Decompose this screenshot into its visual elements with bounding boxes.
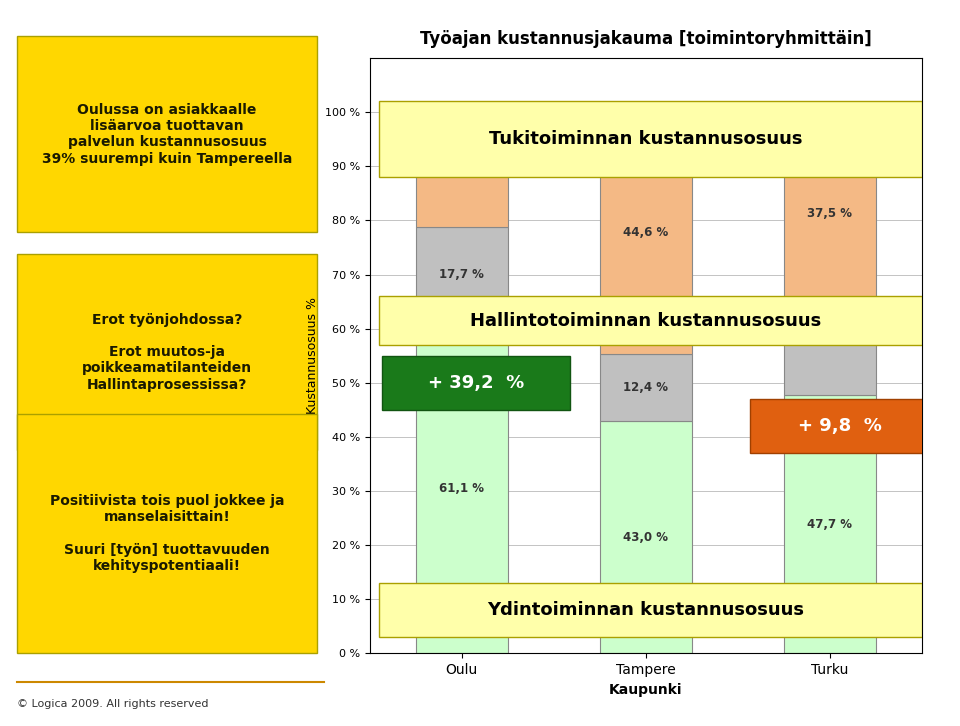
Text: 44,6 %: 44,6 % bbox=[623, 227, 668, 240]
Text: Ydintoiminnan kustannusosuus: Ydintoiminnan kustannusosuus bbox=[487, 601, 804, 619]
Text: Positiivista tois puol jokkee ja
manselaisittain!

Suuri [työn] tuottavuuden
keh: Positiivista tois puol jokkee ja mansela… bbox=[50, 494, 284, 573]
FancyBboxPatch shape bbox=[379, 102, 922, 177]
FancyBboxPatch shape bbox=[17, 254, 317, 450]
Text: 61,1 %: 61,1 % bbox=[439, 481, 484, 494]
Bar bbox=[783, 395, 876, 653]
FancyBboxPatch shape bbox=[17, 414, 317, 653]
Y-axis label: Kustannusosuus %: Kustannusosuus % bbox=[306, 297, 319, 415]
Text: Oulussa on asiakkaalle
lisäarvoa tuottavan
palvelun kustannusosuus
39% suurempi : Oulussa on asiakkaalle lisäarvoa tuottav… bbox=[42, 103, 292, 166]
Bar bbox=[600, 113, 691, 354]
Text: Hallintotoiminnan kustannusosuus: Hallintotoiminnan kustannusosuus bbox=[470, 311, 821, 330]
Bar bbox=[416, 113, 508, 227]
FancyBboxPatch shape bbox=[751, 399, 929, 453]
Text: + 39,2  %: + 39,2 % bbox=[428, 374, 524, 392]
FancyBboxPatch shape bbox=[17, 36, 317, 232]
FancyBboxPatch shape bbox=[379, 583, 922, 637]
Text: 21,2 %: 21,2 % bbox=[439, 163, 484, 176]
Text: 43,0 %: 43,0 % bbox=[623, 531, 668, 544]
Text: 17,7 %: 17,7 % bbox=[439, 269, 484, 282]
Bar bbox=[416, 323, 508, 653]
Text: 47,7 %: 47,7 % bbox=[807, 518, 852, 531]
FancyBboxPatch shape bbox=[379, 296, 922, 345]
Text: 12,4 %: 12,4 % bbox=[623, 380, 668, 393]
Text: + 9,8  %: + 9,8 % bbox=[798, 417, 881, 435]
Text: © Logica 2009. All rights reserved: © Logica 2009. All rights reserved bbox=[17, 699, 208, 709]
Bar bbox=[600, 354, 691, 420]
Bar bbox=[600, 420, 691, 653]
Text: Tukitoiminnan kustannusosuus: Tukitoiminnan kustannusosuus bbox=[489, 130, 803, 148]
Bar bbox=[783, 315, 876, 395]
Text: 37,5 %: 37,5 % bbox=[807, 207, 852, 220]
X-axis label: Kaupunki: Kaupunki bbox=[609, 682, 683, 697]
Title: Työajan kustannusjakauma [toimintoryhmittäin]: Työajan kustannusjakauma [toimintoryhmit… bbox=[420, 30, 872, 48]
Bar bbox=[783, 113, 876, 315]
Text: Erot työnjohdossa?

Erot muutos-ja
poikkeamatilanteiden
Hallintaprosessissa?: Erot työnjohdossa? Erot muutos-ja poikke… bbox=[82, 313, 252, 391]
Bar bbox=[416, 227, 508, 323]
FancyBboxPatch shape bbox=[382, 356, 570, 410]
